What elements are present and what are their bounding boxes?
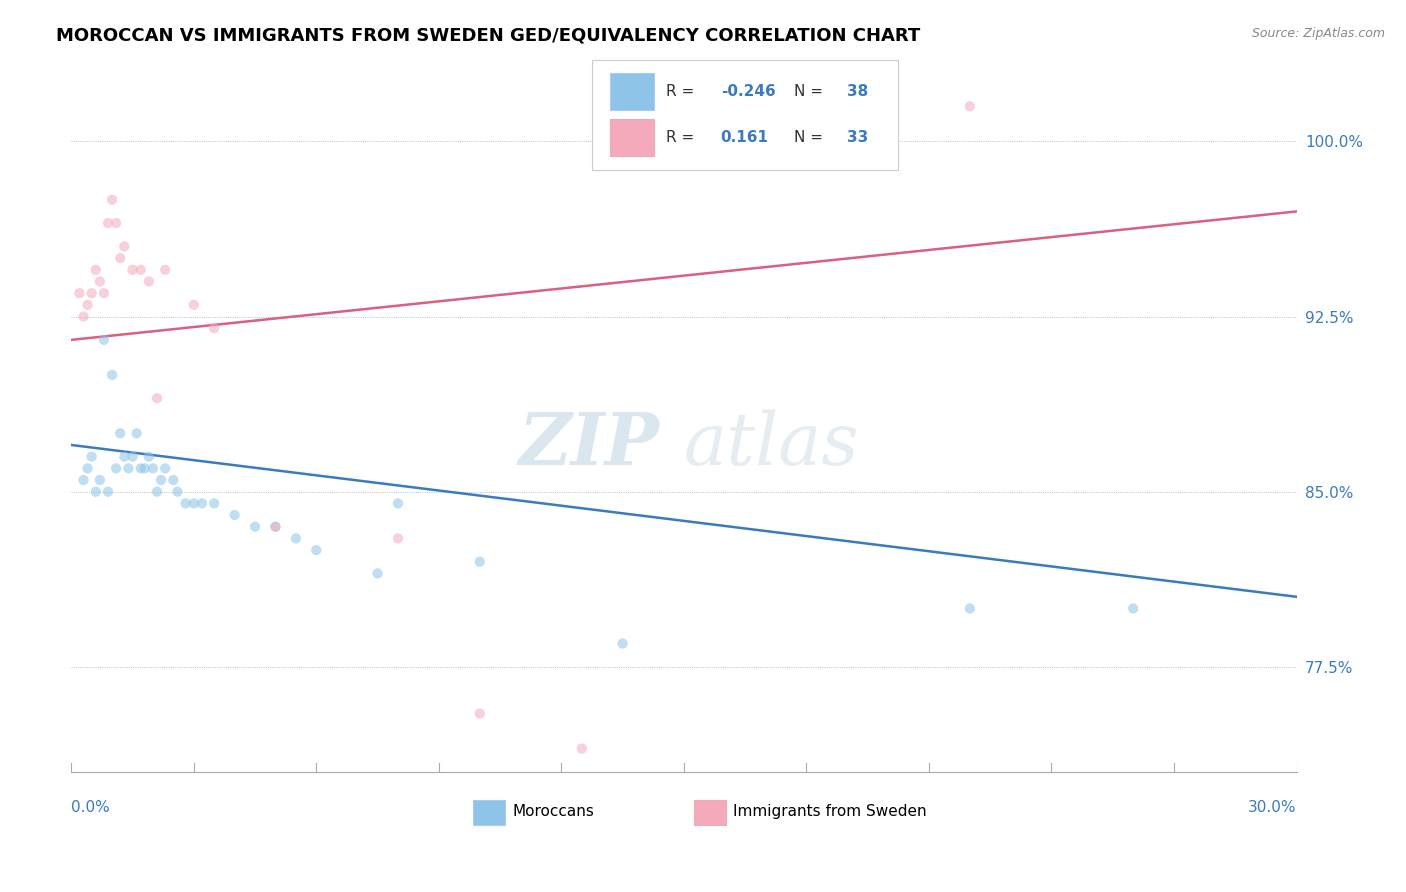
Point: [101, 368, 124, 382]
Text: ZIP: ZIP: [519, 409, 659, 480]
Text: 0.0%: 0.0%: [72, 800, 110, 815]
Point: [110, 251, 132, 265]
Point: [146, 391, 169, 405]
Point: [150, 473, 173, 487]
Point: [202, 321, 225, 335]
Point: [468, 555, 491, 569]
Point: [387, 496, 409, 510]
Point: [153, 461, 176, 475]
Point: [468, 706, 491, 721]
Point: [105, 216, 128, 230]
Point: [121, 262, 143, 277]
Text: 0.161: 0.161: [721, 130, 769, 145]
Point: [959, 99, 981, 113]
Point: [89, 473, 111, 487]
Point: [146, 484, 169, 499]
Point: [121, 450, 143, 464]
Point: [183, 298, 205, 312]
Point: [571, 741, 593, 756]
Text: 30.0%: 30.0%: [1249, 800, 1296, 815]
Point: [612, 636, 634, 650]
FancyBboxPatch shape: [610, 120, 654, 156]
Point: [84, 484, 107, 499]
Point: [112, 239, 135, 253]
FancyBboxPatch shape: [610, 73, 654, 111]
Point: [97, 484, 120, 499]
Text: N =: N =: [794, 130, 828, 145]
Point: [305, 543, 328, 558]
Point: [134, 461, 156, 475]
Point: [191, 496, 214, 510]
Point: [67, 286, 90, 301]
Point: [224, 508, 246, 522]
Point: [93, 286, 115, 301]
Text: Immigrants from Sweden: Immigrants from Sweden: [733, 804, 927, 819]
Point: [387, 532, 409, 546]
Point: [138, 275, 160, 289]
Point: [80, 450, 103, 464]
Point: [80, 286, 103, 301]
Point: [110, 426, 132, 441]
Point: [142, 461, 165, 475]
Point: [117, 461, 139, 475]
Point: [183, 496, 205, 510]
FancyBboxPatch shape: [693, 800, 725, 825]
Point: [72, 310, 94, 324]
Point: [112, 450, 135, 464]
Text: R =: R =: [665, 130, 699, 145]
Point: [125, 426, 148, 441]
Text: R =: R =: [665, 84, 699, 99]
Text: 38: 38: [846, 84, 868, 99]
Point: [72, 473, 94, 487]
Text: atlas: atlas: [683, 409, 859, 480]
Text: 33: 33: [846, 130, 868, 145]
Text: N =: N =: [794, 84, 828, 99]
Point: [202, 496, 225, 510]
Point: [89, 275, 111, 289]
Point: [264, 519, 287, 533]
Point: [129, 262, 152, 277]
FancyBboxPatch shape: [592, 60, 898, 170]
Point: [264, 519, 287, 533]
Point: [76, 461, 98, 475]
Point: [1122, 601, 1144, 615]
Point: [76, 298, 98, 312]
Point: [243, 519, 266, 533]
Point: [84, 262, 107, 277]
Point: [105, 461, 128, 475]
Point: [93, 333, 115, 347]
Point: [367, 566, 389, 581]
Text: MOROCCAN VS IMMIGRANTS FROM SWEDEN GED/EQUIVALENCY CORRELATION CHART: MOROCCAN VS IMMIGRANTS FROM SWEDEN GED/E…: [56, 27, 921, 45]
Point: [284, 532, 307, 546]
Point: [959, 601, 981, 615]
Point: [166, 484, 188, 499]
Text: -0.246: -0.246: [721, 84, 775, 99]
Point: [162, 473, 184, 487]
Text: Source: ZipAtlas.com: Source: ZipAtlas.com: [1251, 27, 1385, 40]
Point: [174, 496, 197, 510]
Point: [97, 216, 120, 230]
Point: [129, 461, 152, 475]
FancyBboxPatch shape: [474, 800, 505, 825]
Point: [138, 450, 160, 464]
Point: [101, 193, 124, 207]
Text: Moroccans: Moroccans: [512, 804, 595, 819]
Point: [153, 262, 176, 277]
